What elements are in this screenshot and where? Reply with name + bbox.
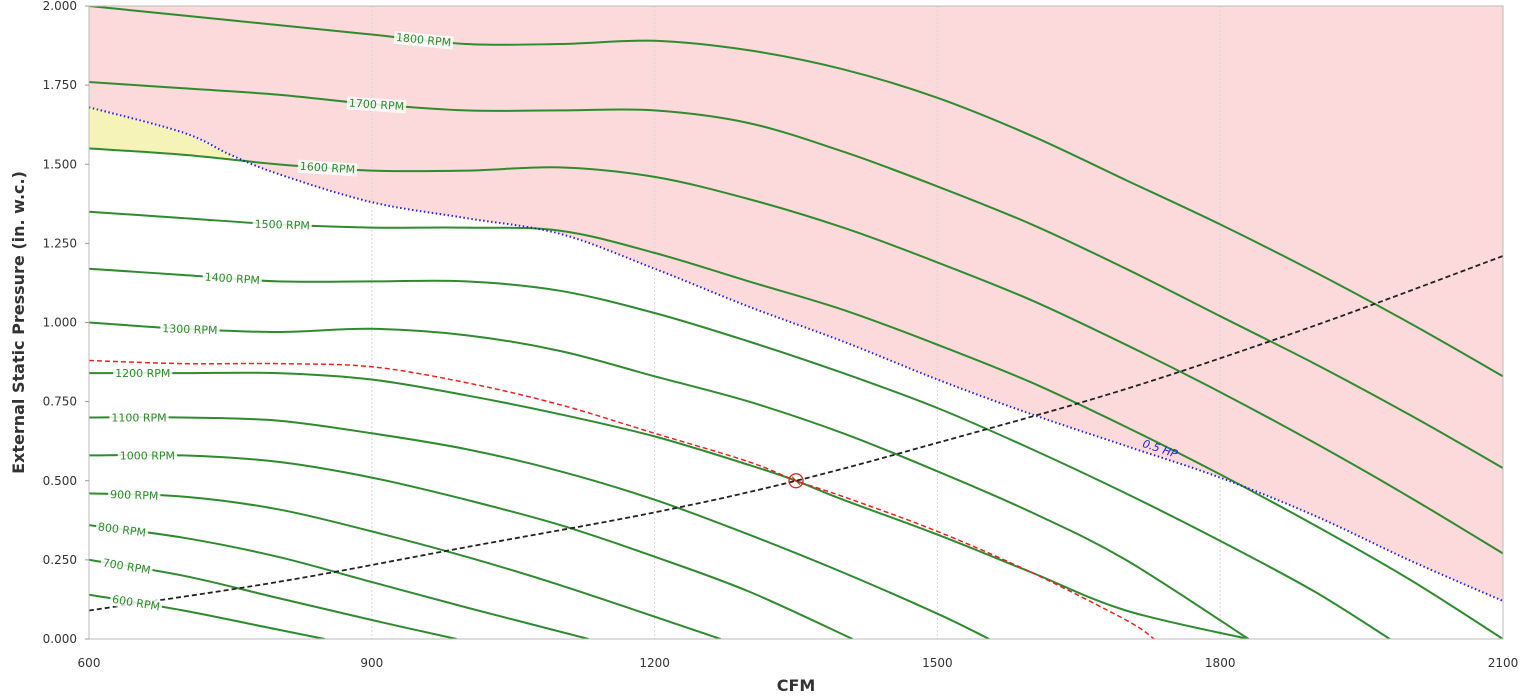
system-curve <box>89 255 1503 612</box>
fan-curve-1000-rpm <box>89 453 854 639</box>
fan-curve-label: 1300 RPM <box>162 322 218 337</box>
curves-layer <box>89 6 1503 639</box>
fan-curve-900-rpm <box>89 492 721 639</box>
y-tick-label: 0.750 <box>43 395 77 409</box>
labels-layer: 600 RPM 700 RPM 800 RPM 900 RPM 1000 RPM 1100… <box>95 30 1179 614</box>
fan-curve-label-group: 700 RPM <box>99 555 154 578</box>
fan-curve-label: 800 RPM <box>97 520 147 539</box>
x-tick-label: 1500 <box>922 656 953 670</box>
fan-curve-label: 1200 RPM <box>115 367 170 380</box>
fan-curve-label-group: 600 RPM <box>109 592 163 614</box>
fan-curve-label-bg <box>252 217 313 233</box>
fan-curve-label-group: 1500 RPM <box>252 217 313 233</box>
fan-curve-label-bg <box>346 96 407 114</box>
x-tick-label: 1800 <box>1205 656 1236 670</box>
y-tick-label: 1.250 <box>43 236 77 250</box>
x-axis-title: CFM <box>777 676 816 695</box>
fan-curve-1800-rpm <box>89 6 1503 378</box>
fan-curve-label-bg <box>113 367 173 381</box>
y-tick-label: 0.500 <box>43 474 77 488</box>
hp-limit-line <box>89 106 1503 602</box>
selected-fan-curve <box>89 359 1155 639</box>
fan-curve-label-bg <box>109 592 163 614</box>
fan-curve-label-group: 1200 RPM <box>113 367 173 381</box>
x-tick-label: 1200 <box>639 656 670 670</box>
grid-layer <box>371 6 1221 639</box>
fan-curve-1500-rpm <box>89 210 1503 639</box>
fan-curve-label-bg <box>160 322 220 338</box>
fan-curve-label: 1700 RPM <box>348 97 404 114</box>
regions-layer <box>89 6 1503 602</box>
fan-curve-label: 1800 RPM <box>395 31 451 50</box>
y-axis-title: External Static Pressure (in. w.c.) <box>9 171 28 474</box>
y-tick-label: 2.000 <box>43 0 77 13</box>
fan-curve-label: 1500 RPM <box>254 218 310 233</box>
y-tick-label: 0.000 <box>43 632 77 646</box>
fan-curve-label-group: 900 RPM <box>107 488 161 503</box>
fan-curve-1100-rpm <box>89 416 990 639</box>
fan-curve-label: 1100 RPM <box>111 412 166 425</box>
over-limit-region <box>89 6 1503 602</box>
y-tick-label: 1.000 <box>43 316 77 330</box>
fan-curve-label: 700 RPM <box>102 556 152 577</box>
fan-curve-label-bg <box>109 411 169 425</box>
fan-curve-label-group: 1000 RPM <box>117 449 178 463</box>
operating-point-cross <box>791 476 801 486</box>
x-tick-label: 900 <box>360 656 383 670</box>
fan-curve-1400-rpm <box>89 267 1391 639</box>
fan-curve-label-group: 1800 RPM <box>393 30 454 50</box>
fan-curve-800-rpm <box>89 524 589 639</box>
fan-curve-label-bg <box>202 270 263 288</box>
fan-curve-label-group: 1700 RPM <box>346 96 407 114</box>
fan-curve-label-group: 1400 RPM <box>202 270 263 288</box>
fan-curve-label-bg <box>99 555 154 578</box>
fan-curve-label-bg <box>297 159 358 177</box>
fan-curve-label-bg <box>117 449 178 463</box>
fan-curve-1700-rpm <box>89 81 1503 469</box>
x-tick-label: 2100 <box>1488 656 1519 670</box>
y-tick-label: 1.750 <box>43 78 77 92</box>
fan-curve-label-group: 1300 RPM <box>160 322 220 338</box>
fan-curve-label: 1400 RPM <box>204 270 260 287</box>
operating-point-marker <box>788 473 804 489</box>
warning-region <box>89 107 233 160</box>
fan-curve-label: 1000 RPM <box>120 449 175 462</box>
fan-curve-1300-rpm <box>89 321 1250 639</box>
fan-curve-label-group: 800 RPM <box>95 520 149 540</box>
x-tick-label: 600 <box>78 656 101 670</box>
fan-curve-label-group: 1100 RPM <box>109 411 169 425</box>
axes-layer: 0.000 0.250 0.500 0.750 1.000 1.250 1.500 1.750… <box>43 0 1519 670</box>
fan-curve-label-group: 1600 RPM <box>297 159 358 177</box>
fan-curve-label-bg <box>95 520 149 540</box>
fan-curve-label: 600 RPM <box>111 593 161 614</box>
y-tick-label: 1.500 <box>43 157 77 171</box>
fan-curve-label: 1600 RPM <box>299 160 355 177</box>
fan-curve-label: 900 RPM <box>110 488 159 503</box>
fan-curve-label-bg <box>107 488 161 503</box>
fan-curve-label-bg <box>393 30 454 50</box>
y-tick-label: 0.250 <box>43 553 77 567</box>
